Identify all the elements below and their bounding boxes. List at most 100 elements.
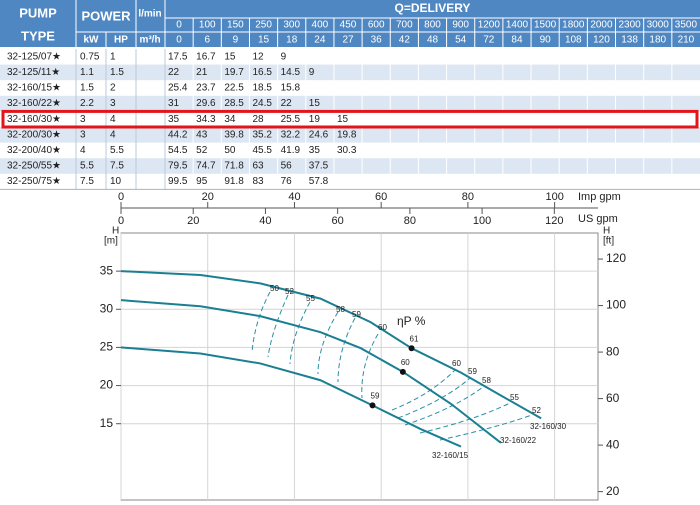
power-kw: 0.75 xyxy=(80,51,100,62)
power-hp: 1.5 xyxy=(110,67,124,78)
flow-lmin: 1400 xyxy=(506,20,529,31)
head-value: 83 xyxy=(252,176,264,187)
head-value: 41.9 xyxy=(281,145,301,156)
power-hp: 1 xyxy=(110,51,116,62)
iso-line xyxy=(397,377,471,419)
efficiency-title: ηP % xyxy=(397,314,426,328)
x2-tick-label: 120 xyxy=(545,215,563,227)
head-value: 28.5 xyxy=(224,98,244,109)
flow-lmin: 0 xyxy=(176,20,182,31)
flow-m3h: 90 xyxy=(540,35,552,46)
flow-lmin: 450 xyxy=(340,20,357,31)
power-kw: 3 xyxy=(80,114,86,125)
efficiency-label: 55 xyxy=(510,393,519,402)
power-hp: 10 xyxy=(110,176,122,187)
header-text: m³/h xyxy=(139,35,160,46)
y2-tick-label: 120 xyxy=(606,251,626,265)
flow-m3h: 84 xyxy=(511,35,523,46)
flow-m3h: 48 xyxy=(427,35,439,46)
header-text: PUMP xyxy=(19,5,57,20)
flow-m3h: 108 xyxy=(565,35,582,46)
y-label: H xyxy=(112,226,119,237)
y-tick-label: 20 xyxy=(100,378,114,392)
efficiency-label: 59 xyxy=(352,310,361,319)
efficiency-label: 52 xyxy=(285,287,294,296)
iso-line xyxy=(317,311,339,375)
header-text: Q=DELIVERY xyxy=(395,1,471,15)
flow-m3h: 0 xyxy=(176,35,182,46)
head-value: 34 xyxy=(224,114,236,125)
header-text: TYPE xyxy=(21,28,55,43)
y-tick-label: 30 xyxy=(100,301,114,315)
pump-type: 32-250/75★ xyxy=(7,176,61,187)
flow-lmin: 150 xyxy=(227,20,244,31)
flow-lmin: 250 xyxy=(255,20,272,31)
head-value: 16.5 xyxy=(252,67,272,78)
plot-frame xyxy=(120,232,599,501)
head-value: 50 xyxy=(224,145,236,156)
x-tick-label: 20 xyxy=(202,191,214,203)
head-value: 45.5 xyxy=(252,145,272,156)
head-value: 23.7 xyxy=(196,83,216,94)
head-value: 9 xyxy=(281,51,287,62)
x-tick-label: 0 xyxy=(118,191,124,203)
head-value: 71.8 xyxy=(224,161,244,172)
curve-label: 32-160/15 xyxy=(432,451,469,460)
y2-label: [ft] xyxy=(603,236,614,247)
flow-lmin: 1200 xyxy=(478,20,501,31)
header-text: POWER xyxy=(81,8,131,23)
table-header-bg xyxy=(0,0,700,47)
head-value: 99.5 xyxy=(168,176,188,187)
flow-m3h: 120 xyxy=(593,35,610,46)
iso-line xyxy=(251,291,271,353)
y2-tick-label: 100 xyxy=(606,298,626,312)
y2-tick-label: 80 xyxy=(606,344,620,358)
efficiency-label: 58 xyxy=(336,305,345,314)
flow-lmin: 3000 xyxy=(647,20,670,31)
flow-lmin: 400 xyxy=(312,20,329,31)
flow-lmin: 900 xyxy=(452,20,469,31)
x-tick-label: 60 xyxy=(375,191,387,203)
flow-lmin: 1500 xyxy=(534,20,557,31)
head-value: 19.8 xyxy=(337,129,357,140)
flow-m3h: 42 xyxy=(399,35,411,46)
power-kw: 1.1 xyxy=(80,67,94,78)
power-kw: 1.5 xyxy=(80,83,94,94)
head-value: 79.5 xyxy=(168,161,188,172)
row-band xyxy=(0,127,700,143)
head-value: 24.6 xyxy=(309,129,329,140)
head-value: 21 xyxy=(196,67,208,78)
head-value: 29.6 xyxy=(196,98,216,109)
pump-curve xyxy=(120,270,542,420)
head-value: 19 xyxy=(309,114,321,125)
head-value: 24.5 xyxy=(252,98,272,109)
efficiency-label: 59 xyxy=(468,367,477,376)
head-value: 95 xyxy=(196,176,208,187)
flow-m3h: 24 xyxy=(314,35,326,46)
y2-tick-label: 40 xyxy=(606,437,620,451)
x2-label: US gpm xyxy=(578,213,618,225)
head-value: 22 xyxy=(281,98,293,109)
x2-tick-label: 80 xyxy=(404,215,416,227)
head-value: 16.7 xyxy=(196,51,216,62)
head-value: 22.5 xyxy=(224,83,244,94)
power-hp: 3 xyxy=(110,98,116,109)
iso-line xyxy=(439,414,533,441)
pump-type: 32-160/22★ xyxy=(7,98,61,109)
flow-lmin: 800 xyxy=(424,20,441,31)
row-band xyxy=(0,95,700,112)
curve-label: 32-160/30 xyxy=(530,422,567,431)
power-kw: 4 xyxy=(80,145,86,156)
efficiency-label: 60 xyxy=(452,359,461,368)
y-tick-label: 35 xyxy=(100,263,114,277)
header-text: l/min xyxy=(138,9,161,20)
row-band xyxy=(0,158,700,174)
efficiency-label: 52 xyxy=(532,406,541,415)
head-value: 35.2 xyxy=(252,129,272,140)
efficiency-label: 58 xyxy=(482,376,491,385)
head-value: 22 xyxy=(168,67,180,78)
iso-line xyxy=(337,317,356,383)
flow-m3h: 36 xyxy=(371,35,383,46)
power-hp: 2 xyxy=(110,83,116,94)
